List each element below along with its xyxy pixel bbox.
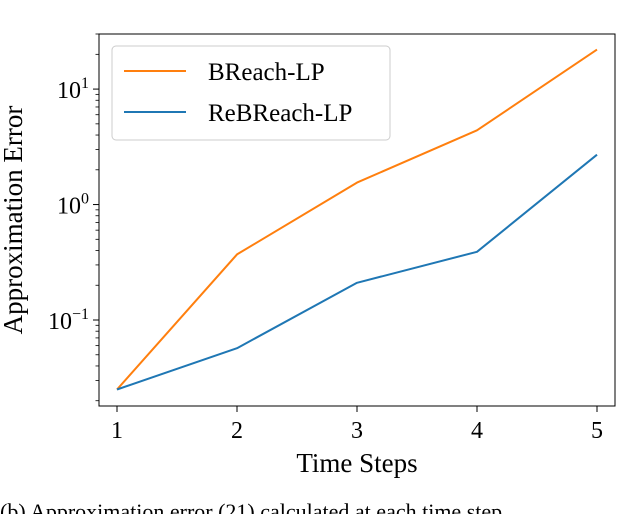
x-tick-label: 5 <box>591 418 603 444</box>
x-tick-label: 4 <box>471 418 483 444</box>
x-axis: 1 2 3 4 5 <box>111 406 603 444</box>
legend-label-breach-lp: BReach-LP <box>208 59 325 86</box>
series-line-rebreach-lp <box>116 153 598 391</box>
plot-area <box>116 48 598 391</box>
y-tick-label: 10−1 <box>48 306 89 335</box>
legend-label-rebreach-lp: ReBReach-LP <box>208 100 352 127</box>
y-tick-label: 100 <box>57 191 89 220</box>
legend-box <box>111 45 391 141</box>
chart: 1 2 3 4 5 10−1 100 101 Time Steps Approximatio… <box>0 33 616 478</box>
figure-caption: (b) Approximation error (21) calculated … <box>0 500 503 514</box>
legend: BReach-LP ReBReach-LP <box>111 45 391 141</box>
y-axis: 10−1 100 101 <box>48 33 99 402</box>
series-line-breach-lp <box>116 48 598 391</box>
x-tick-label: 2 <box>231 418 243 444</box>
x-tick-label: 1 <box>111 418 123 444</box>
y-axis-label: Approximation Error <box>0 106 28 335</box>
x-axis-label: Time Steps <box>296 448 417 478</box>
x-tick-label: 3 <box>351 418 363 444</box>
y-tick-label: 101 <box>57 75 89 104</box>
